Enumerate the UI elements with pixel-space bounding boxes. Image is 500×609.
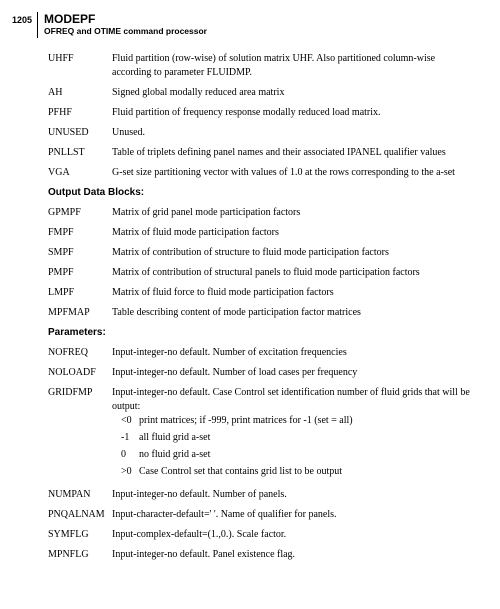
param-row: PMPF Matrix of contribution of structura… bbox=[48, 266, 476, 280]
param-term: SYMFLG bbox=[48, 528, 112, 542]
param-term: GPMPF bbox=[48, 206, 112, 220]
param-def: Input-integer-no default. Number of load… bbox=[112, 366, 476, 380]
page-content: UHFF Fluid partition (row-wise) of solut… bbox=[12, 52, 476, 562]
param-def: Fluid partition (row-wise) of solution m… bbox=[112, 52, 476, 80]
param-term: AH bbox=[48, 86, 112, 100]
param-row: MPNFLG Input-integer-no default. Panel e… bbox=[48, 548, 476, 562]
sub-val: Case Control set that contains grid list… bbox=[139, 465, 476, 479]
page-number: 1205 bbox=[12, 14, 32, 27]
param-row: NUMPAN Input-integer-no default. Number … bbox=[48, 488, 476, 502]
param-row: VGA G-set size partitioning vector with … bbox=[48, 166, 476, 180]
param-def: Matrix of fluid force to fluid mode part… bbox=[112, 286, 476, 300]
param-row: UNUSED Unused. bbox=[48, 126, 476, 140]
sub-row: <0 print matrices; if -999, print matric… bbox=[112, 414, 476, 428]
param-term: VGA bbox=[48, 166, 112, 180]
param-term: UNUSED bbox=[48, 126, 112, 140]
param-term: FMPF bbox=[48, 226, 112, 240]
sub-val: all fluid grid a-set bbox=[139, 431, 476, 445]
sub-val: no fluid grid a-set bbox=[139, 448, 476, 462]
param-term: LMPF bbox=[48, 286, 112, 300]
param-def: Unused. bbox=[112, 126, 476, 140]
param-def: Input-integer-no default. Number of exci… bbox=[112, 346, 476, 360]
param-def: Signed global modally reduced area matri… bbox=[112, 86, 476, 100]
param-def: Table of triplets defining panel names a… bbox=[112, 146, 476, 160]
param-row: GPMPF Matrix of grid panel mode particip… bbox=[48, 206, 476, 220]
sub-row: 0 no fluid grid a-set bbox=[112, 448, 476, 462]
param-term: PNQALNAM bbox=[48, 508, 112, 522]
param-def: Input-integer-no default. Number of pane… bbox=[112, 488, 476, 502]
param-def: Input-character-default=' '. Name of qua… bbox=[112, 508, 476, 522]
param-row: PNLLST Table of triplets defining panel … bbox=[48, 146, 476, 160]
param-term: UHFF bbox=[48, 52, 112, 80]
param-term: SMPF bbox=[48, 246, 112, 260]
param-row: NOFREQ Input-integer-no default. Number … bbox=[48, 346, 476, 360]
sub-key: 0 bbox=[121, 448, 139, 462]
sub-key: <0 bbox=[121, 414, 139, 428]
sub-val: print matrices; if -999, print matrices … bbox=[139, 414, 476, 428]
param-def: Table describing content of mode partici… bbox=[112, 306, 476, 320]
param-row: SMPF Matrix of contribution of structure… bbox=[48, 246, 476, 260]
param-def: Matrix of contribution of structure to f… bbox=[112, 246, 476, 260]
param-row: UHFF Fluid partition (row-wise) of solut… bbox=[48, 52, 476, 80]
header-text: MODEPF OFREQ and OTIME command processor bbox=[44, 12, 207, 37]
param-term: NOFREQ bbox=[48, 346, 112, 360]
param-row: PFHF Fluid partition of frequency respon… bbox=[48, 106, 476, 120]
param-row: NOLOADF Input-integer-no default. Number… bbox=[48, 366, 476, 380]
param-def: Input-complex-default=(1.,0.). Scale fac… bbox=[112, 528, 476, 542]
sub-row: >0 Case Control set that contains grid l… bbox=[112, 465, 476, 479]
param-term: NOLOADF bbox=[48, 366, 112, 380]
param-row: AH Signed global modally reduced area ma… bbox=[48, 86, 476, 100]
param-term: NUMPAN bbox=[48, 488, 112, 502]
sub-row: -1 all fluid grid a-set bbox=[112, 431, 476, 445]
section-heading: Parameters: bbox=[48, 326, 476, 340]
sub-key: >0 bbox=[121, 465, 139, 479]
param-def: Matrix of contribution of structural pan… bbox=[112, 266, 476, 280]
param-def: Input-integer-no default. Case Control s… bbox=[112, 386, 476, 482]
header-divider bbox=[37, 12, 38, 38]
param-def: Matrix of fluid mode participation facto… bbox=[112, 226, 476, 240]
param-term: PNLLST bbox=[48, 146, 112, 160]
param-row: MPFMAP Table describing content of mode … bbox=[48, 306, 476, 320]
param-row: FMPF Matrix of fluid mode participation … bbox=[48, 226, 476, 240]
param-term: PFHF bbox=[48, 106, 112, 120]
param-term: MPNFLG bbox=[48, 548, 112, 562]
param-row: LMPF Matrix of fluid force to fluid mode… bbox=[48, 286, 476, 300]
param-def-text: Input-integer-no default. Case Control s… bbox=[112, 387, 470, 412]
param-def: Input-integer-no default. Panel existenc… bbox=[112, 548, 476, 562]
param-term: GRIDFMP bbox=[48, 386, 112, 482]
section-heading: Output Data Blocks: bbox=[48, 186, 476, 200]
param-row: SYMFLG Input-complex-default=(1.,0.). Sc… bbox=[48, 528, 476, 542]
param-def: G-set size partitioning vector with valu… bbox=[112, 166, 476, 180]
sub-key: -1 bbox=[121, 431, 139, 445]
param-term: MPFMAP bbox=[48, 306, 112, 320]
param-def: Fluid partition of frequency response mo… bbox=[112, 106, 476, 120]
param-term: PMPF bbox=[48, 266, 112, 280]
param-row: GRIDFMP Input-integer-no default. Case C… bbox=[48, 386, 476, 482]
param-def: Matrix of grid panel mode participation … bbox=[112, 206, 476, 220]
param-row: PNQALNAM Input-character-default=' '. Na… bbox=[48, 508, 476, 522]
page-subtitle: OFREQ and OTIME command processor bbox=[44, 26, 207, 36]
page-header: 1205 MODEPF OFREQ and OTIME command proc… bbox=[12, 12, 476, 38]
page-title: MODEPF bbox=[44, 12, 207, 26]
